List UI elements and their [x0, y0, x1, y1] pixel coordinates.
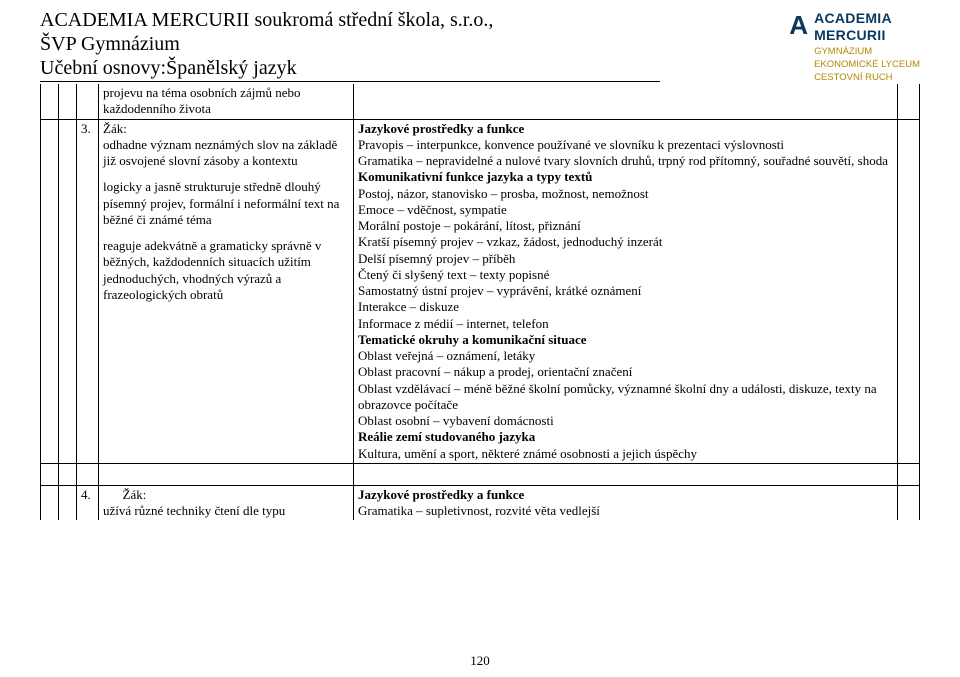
right-heading: Komunikativní funkce jazyka a typy textů: [358, 169, 893, 185]
left-text: užívá různé techniky čtení dle typu: [103, 503, 349, 519]
logo-name-1: ACADEMIA: [814, 10, 920, 27]
right-line: Kratší písemný projev – vzkaz, žádost, j…: [358, 234, 893, 250]
curriculum-table: projevu na téma osobních zájmů nebo každ…: [40, 84, 920, 520]
right-line: Kultura, umění a sport, některé známé os…: [358, 446, 893, 462]
right-line: Morální postoje – pokárání, lítost, přiz…: [358, 218, 893, 234]
left-text: projevu na téma osobních zájmů nebo každ…: [103, 85, 349, 118]
right-heading: Jazykové prostředky a funkce: [358, 121, 893, 137]
logo-sub-3: CESTOVNÍ RUCH: [814, 72, 920, 83]
right-line: Pravopis – interpunkce, konvence používa…: [358, 137, 893, 153]
right-line: Oblast vzdělávací – méně běžné školní po…: [358, 381, 893, 414]
logo-sub-2: EKONOMICKÉ LYCEUM: [814, 59, 920, 70]
left-para-1: Žák: odhadne význam neznámých slov na zá…: [103, 121, 349, 170]
right-line: Postoj, názor, stanovisko – prosba, možn…: [358, 186, 893, 202]
table-row: 4. Žák: užívá různé techniky čtení dle t…: [41, 485, 920, 520]
table-row: 3. Žák: odhadne význam neznámých slov na…: [41, 119, 920, 463]
right-line: Interakce – diskuze: [358, 299, 893, 315]
header-line-2: ŠVP Gymnázium: [40, 32, 920, 56]
right-heading: Reálie zemí studovaného jazyka: [358, 429, 893, 445]
right-heading: Jazykové prostředky a funkce: [358, 487, 893, 503]
page-header: ACADEMIA MERCURII soukromá střední škola…: [40, 8, 920, 82]
right-line: Oblast pracovní – nákup a prodej, orient…: [358, 364, 893, 380]
table-row: projevu na téma osobních zájmů nebo každ…: [41, 84, 920, 119]
left-para-2: logicky a jasně strukturuje středně dlou…: [103, 179, 349, 228]
right-heading: Tematické okruhy a komunikační situace: [358, 332, 893, 348]
header-line-3: Učební osnovy:Španělský jazyk: [40, 56, 660, 82]
table-row-gap: [41, 463, 920, 485]
header-line-1: ACADEMIA MERCURII soukromá střední škola…: [40, 8, 920, 32]
page-number: 120: [0, 653, 960, 669]
left-para-3: reaguje adekvátně a gramaticky správně v…: [103, 238, 349, 303]
row-number: 3.: [77, 119, 99, 463]
school-logo: A ACADEMIA MERCURII GYMNÁZIUM EKONOMICKÉ…: [789, 10, 920, 84]
left-text: odhadne význam neznámých slov na základě…: [103, 137, 337, 168]
logo-name-2: MERCURII: [814, 27, 920, 44]
right-line: Emoce – vděčnost, sympatie: [358, 202, 893, 218]
right-line: Samostatný ústní projev – vyprávění, krá…: [358, 283, 893, 299]
logo-monogram: A: [789, 10, 808, 41]
org-name: ACADEMIA MERCURII: [40, 9, 249, 31]
right-line: Gramatika – nepravidelné a nulové tvary …: [358, 153, 893, 169]
right-line: Oblast veřejná – oznámení, letáky: [358, 348, 893, 364]
row-number: 4.: [77, 485, 99, 520]
left-zak: Žák:: [103, 487, 349, 503]
right-line: Informace z médií – internet, telefon: [358, 316, 893, 332]
right-line: Gramatika – supletivnost, rozvité věta v…: [358, 503, 893, 519]
right-line: Oblast osobní – vybavení domácnosti: [358, 413, 893, 429]
right-line: Delší písemný projev – příběh: [358, 251, 893, 267]
logo-sub-1: GYMNÁZIUM: [814, 46, 920, 57]
left-zak: Žák:: [103, 121, 127, 136]
right-line: Čtený či slyšený text – texty popisné: [358, 267, 893, 283]
org-suffix: soukromá střední škola, s.r.o.,: [249, 9, 493, 31]
